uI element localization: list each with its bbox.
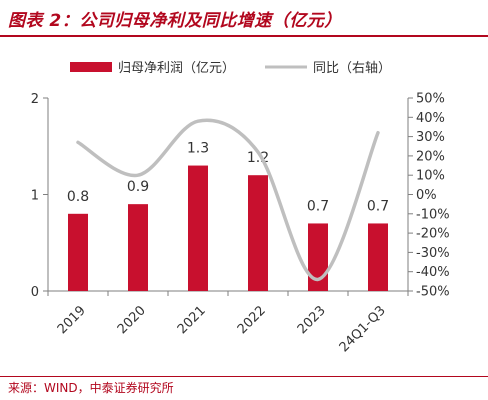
right-axis-tick-label: 0% <box>416 188 437 203</box>
bar-data-label: 1.3 <box>187 141 209 157</box>
right-axis-tick-label: -40% <box>416 265 450 280</box>
bar-data-label: 0.9 <box>127 179 149 195</box>
x-axis-label: 2020 <box>115 303 149 337</box>
axes: 0 1 2 50% 40% 30% 20% 10% 0% -10% -20% -30% -40% -50% <box>31 92 450 301</box>
bar <box>308 223 328 291</box>
right-axis-tick-label: 20% <box>416 149 445 164</box>
bar <box>68 213 88 291</box>
legend: 归母净利润（亿元） 同比（右轴） <box>70 61 391 76</box>
x-axis-labels: 2019 2020 2021 2022 2023 24Q1-Q3 <box>55 303 389 355</box>
left-axis-tick-label: 2 <box>31 92 39 107</box>
left-axis-tick-label: 1 <box>31 189 39 204</box>
legend-bar-label: 归母净利润（亿元） <box>118 61 235 76</box>
profit-chart: 归母净利润（亿元） 同比（右轴） 0 1 2 50% 40% 30% 20% 10% 0% -10… <box>31 61 450 355</box>
bar <box>188 165 208 291</box>
bar-data-label: 0.7 <box>367 198 389 214</box>
bar <box>368 223 388 291</box>
right-axis-tick-label: -10% <box>416 207 450 222</box>
legend-line-label: 同比（右轴） <box>313 61 391 76</box>
left-axis-tick-label: 0 <box>31 285 39 300</box>
yoy-growth-line <box>76 118 380 282</box>
source-divider <box>0 376 488 377</box>
bar-data-label: 0.7 <box>307 198 329 214</box>
bar <box>248 175 268 291</box>
x-axis-label: 2022 <box>235 303 269 337</box>
chart-title: 图表 2：公司归母净利及同比增速（亿元） <box>8 11 342 31</box>
line-series <box>76 118 380 282</box>
bar-data-labels: 0.80.91.31.20.7 0.7 <box>67 141 389 215</box>
legend-bar-swatch <box>70 62 112 72</box>
x-axis-label: 2019 <box>55 303 89 337</box>
x-axis-label: 24Q1-Q3 <box>337 303 389 355</box>
title-divider <box>0 35 488 37</box>
right-axis-tick-label: 50% <box>416 92 445 107</box>
bar <box>128 204 148 291</box>
bar-data-label: 0.8 <box>67 189 89 205</box>
right-axis-tick-label: 10% <box>416 169 445 184</box>
right-axis-tick-label: 40% <box>416 111 445 126</box>
source-note: 来源：WIND，中泰证券研究所 <box>8 381 174 395</box>
right-axis-tick-label: -50% <box>416 285 450 300</box>
bar-series <box>68 165 388 291</box>
x-axis-label: 2021 <box>175 303 209 337</box>
right-axis-tick-label: 30% <box>416 130 445 145</box>
right-axis-tick-label: -30% <box>416 246 450 261</box>
right-axis-tick-label: -20% <box>416 227 450 242</box>
x-axis-label: 2023 <box>295 303 329 337</box>
chart-container: 归母净利润（亿元） 同比（右轴） 0 1 2 50% 40% 30% 20% 10% 0% -10… <box>0 40 488 370</box>
